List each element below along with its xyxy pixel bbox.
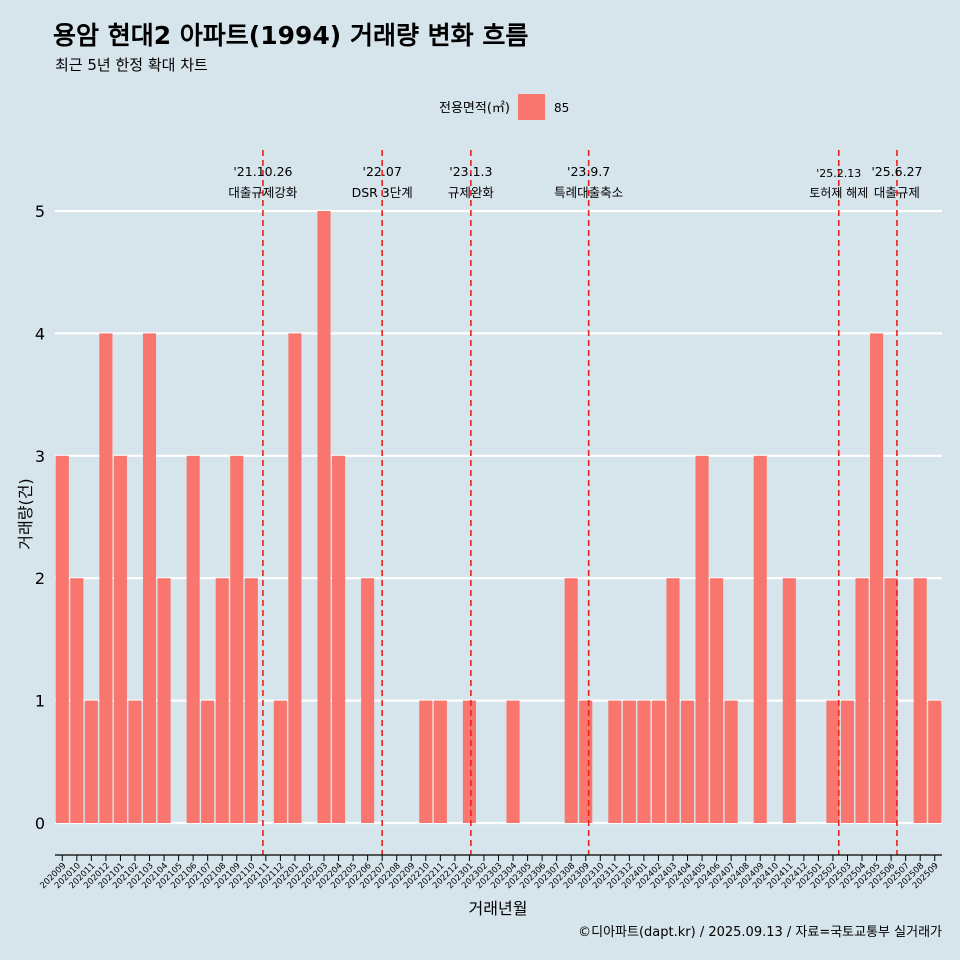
bar-202210	[419, 700, 433, 823]
bar-202104	[157, 578, 171, 823]
annotations: '21.10.26 대출규제강화 '22.07 DSR 3단계 '23.1.3 규제완화 '…	[228, 150, 923, 855]
bar-202206	[361, 578, 375, 823]
bar-202011	[84, 700, 98, 823]
y-tick-label-0: 0	[35, 814, 45, 833]
policy-label-0: 대출규제강화	[228, 185, 298, 200]
policy-label-2: 규제완화	[448, 185, 495, 200]
bar-202506	[884, 578, 898, 823]
bar-202103	[142, 333, 157, 823]
bar-202308	[564, 578, 578, 823]
bar-202411	[782, 578, 796, 823]
bar-202211	[433, 700, 447, 823]
bar-202407	[724, 700, 738, 823]
policy-label-3: 특례대출축소	[554, 185, 623, 200]
caption: ©디아파트(dapt.kr) / 2025.09.13 / 자료=국토교통부 실…	[578, 925, 942, 940]
bar-202503	[840, 700, 855, 823]
bar-202309	[579, 700, 593, 823]
bar-202110	[244, 578, 258, 823]
bar-202012	[99, 333, 113, 823]
y-tick-label-1: 1	[35, 692, 45, 711]
x-axis: 2020092020102020112020122021012021022021…	[38, 854, 942, 891]
x-axis-label: 거래년월	[469, 899, 528, 918]
bar-202502	[826, 700, 840, 823]
policy-date-0: '21.10.26	[233, 164, 292, 179]
policy-date-3: '23.9.7	[567, 164, 610, 179]
chart-title: 용암 현대2 아파트(1994) 거래량 변화 흐름	[53, 21, 528, 50]
policy-date-4: '25.2.13	[816, 167, 861, 180]
bar-202301	[462, 700, 476, 823]
legend-title: 전용면적(㎡)	[439, 101, 510, 116]
bar-202402	[651, 700, 665, 823]
bar-202112	[273, 700, 287, 823]
y-axis: 0 1 2 3 4 5	[35, 202, 45, 833]
bar-202508	[913, 578, 927, 823]
policy-label-4: 토허제 해제	[809, 186, 868, 200]
bar-202403	[666, 578, 680, 823]
bar-202509	[928, 700, 942, 823]
legend: 전용면적(㎡) 85	[439, 94, 569, 120]
y-tick-label-4: 4	[35, 324, 45, 343]
bar-202107	[201, 700, 215, 823]
y-axis-label: 거래량(건)	[16, 478, 35, 549]
bar-202009	[55, 455, 69, 823]
bar-202401	[637, 700, 651, 823]
bar-202404	[680, 700, 695, 823]
bar-202505	[870, 333, 884, 823]
y-tick-label-2: 2	[35, 569, 45, 588]
bar-202102	[128, 700, 142, 823]
policy-date-2: '23.1.3	[449, 164, 492, 179]
bar-202101	[113, 455, 127, 823]
bars	[55, 211, 942, 823]
bar-202109	[230, 455, 244, 823]
bar-202504	[855, 578, 869, 823]
bar-202409	[753, 455, 767, 823]
y-tick-label-5: 5	[35, 202, 45, 221]
bar-202010	[70, 578, 84, 823]
bar-202203	[317, 211, 331, 823]
bar-202201	[288, 333, 302, 823]
bar-202204	[332, 455, 346, 823]
legend-swatch	[518, 94, 545, 120]
chart-subtitle: 최근 5년 한정 확대 차트	[55, 56, 208, 74]
bar-202311	[608, 700, 622, 823]
legend-entry-85: 85	[554, 101, 569, 115]
bar-202405	[695, 455, 709, 823]
bar-202304	[506, 700, 520, 823]
bar-202312	[622, 700, 636, 823]
bar-202108	[215, 578, 229, 823]
bar-202106	[186, 455, 200, 823]
policy-date-1: '22.07	[363, 164, 402, 179]
y-tick-label-3: 3	[35, 447, 45, 466]
bar-202406	[710, 578, 724, 823]
policy-label-5: 대출규제	[874, 185, 920, 200]
policy-label-1: DSR 3단계	[352, 185, 413, 200]
policy-date-5: '25.6.27	[871, 164, 922, 179]
